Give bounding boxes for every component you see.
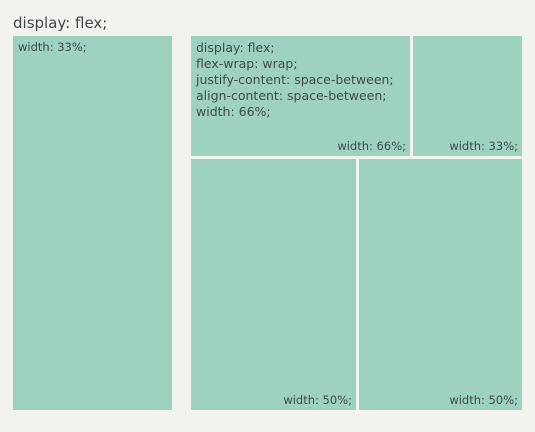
inner-container-properties: display: flex; flex-wrap: wrap; justify-… bbox=[196, 40, 394, 120]
inner-item-bottom-right: width: 50%; bbox=[359, 159, 522, 410]
item-width-label: width: 33%; bbox=[449, 139, 518, 153]
item-width-label: width: 50%; bbox=[449, 393, 518, 407]
property-line: width: 66%; bbox=[196, 104, 271, 119]
property-line: justify-content: space-between; bbox=[196, 72, 394, 87]
inner-item-top-right: width: 33%; bbox=[413, 36, 522, 156]
left-box: width: 33%; bbox=[13, 36, 172, 410]
outer-container-label: display: flex; bbox=[13, 14, 108, 32]
property-line: flex-wrap: wrap; bbox=[196, 56, 298, 71]
left-box-width-label: width: 33%; bbox=[18, 40, 87, 54]
item-width-label: width: 50%; bbox=[283, 393, 352, 407]
property-line: align-content: space-between; bbox=[196, 88, 387, 103]
inner-item-top-left: display: flex; flex-wrap: wrap; justify-… bbox=[191, 36, 410, 156]
item-width-label: width: 66%; bbox=[337, 139, 406, 153]
inner-item-bottom-left: width: 50%; bbox=[191, 159, 356, 410]
property-line: display: flex; bbox=[196, 40, 275, 55]
